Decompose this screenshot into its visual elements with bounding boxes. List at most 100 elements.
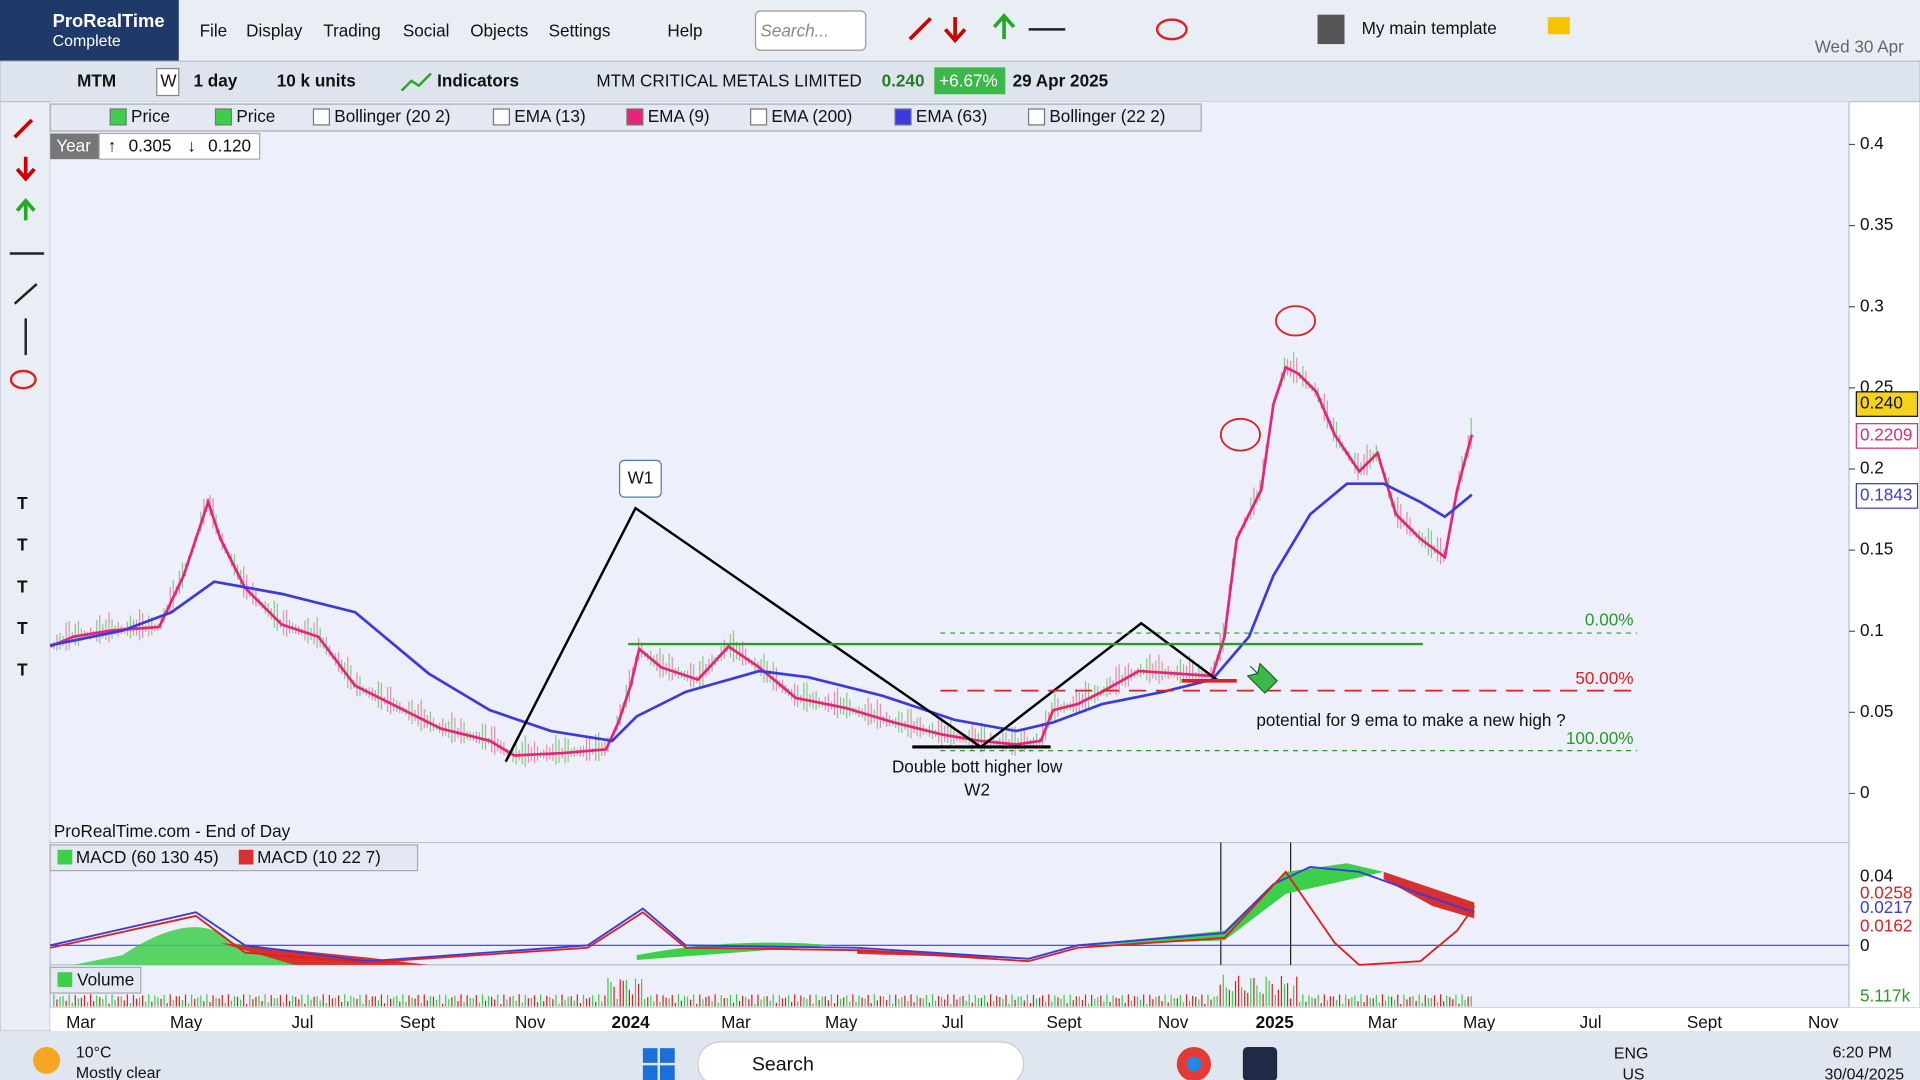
macd-fill: [1077, 863, 1384, 946]
text-tool[interactable]: T: [17, 535, 28, 555]
symbol[interactable]: MTM: [77, 71, 116, 91]
legend-item[interactable]: EMA (63): [916, 106, 987, 126]
prorealtime-icon[interactable]: [1242, 1046, 1278, 1080]
ema-9-line: [49, 365, 1474, 757]
legend-item[interactable]: Price: [131, 106, 170, 126]
y-tick-label: 0.35: [1860, 214, 1893, 234]
signal-line: [50, 870, 1476, 966]
x-tick-label: Mar: [721, 1012, 751, 1032]
last-value-label: 0.1843: [1860, 484, 1912, 504]
volume-axis-label: 5.117k: [1860, 985, 1911, 1005]
y-tick-label: 0.05: [1860, 701, 1893, 721]
last-value-tag: [1855, 391, 1919, 417]
w1-label: W1: [628, 467, 654, 487]
flag-icon: [1547, 17, 1570, 35]
y-tick-label: 0.1: [1860, 620, 1884, 640]
arrow: [1246, 662, 1279, 694]
menu-item[interactable]: Trading: [323, 20, 380, 40]
legend-item[interactable]: Bollinger (22 2): [1049, 106, 1165, 126]
menu-item[interactable]: File: [200, 20, 228, 40]
legend-item[interactable]: Price: [236, 106, 275, 126]
axis-labels: 0.40.350.30.250.20.150.10.0500.2400.2209…: [66, 133, 1919, 1032]
price-axis: [1848, 101, 1920, 1009]
indicators[interactable]: Indicators: [437, 71, 519, 91]
change-badge: [934, 67, 1006, 95]
region: US: [1622, 1066, 1644, 1080]
instrument: MTM CRITICAL METALS LIMITED: [596, 71, 861, 91]
x-tick-label: May: [825, 1012, 858, 1032]
legend-swatch[interactable]: [312, 108, 330, 126]
units[interactable]: 10 k units: [277, 71, 356, 91]
search-box[interactable]: [754, 10, 867, 51]
text-tool[interactable]: T: [17, 493, 28, 513]
menu-item[interactable]: Social: [403, 20, 450, 40]
template[interactable]: My main template: [1362, 18, 1497, 38]
legend-swatch[interactable]: [109, 108, 127, 126]
y-tick-label: 0.4: [1860, 133, 1884, 153]
y-tick-label: 0.15: [1860, 539, 1893, 559]
clock-date: 30/04/2025: [1824, 1066, 1904, 1080]
menu-item[interactable]: Help: [667, 20, 702, 40]
time-axis: [50, 1007, 1920, 1030]
tool-icons: [9, 252, 45, 356]
x-tick-label: Mar: [1368, 1012, 1398, 1032]
language: ENG: [1614, 1045, 1648, 1062]
macd-line: [50, 865, 1475, 963]
taskbar-search-text: Search: [752, 1053, 814, 1075]
legend-item[interactable]: EMA (200): [771, 106, 852, 126]
start-button[interactable]: [642, 1048, 675, 1080]
period[interactable]: 1 day: [193, 71, 237, 91]
last-value-tag: [1855, 483, 1919, 509]
x-tick-label: Jul: [1580, 1012, 1602, 1032]
indicators-icon: [400, 72, 432, 92]
x-tick-label: Nov: [1158, 1012, 1189, 1032]
volume-bars: [53, 974, 1472, 1007]
temperature: 10°C: [76, 1044, 112, 1061]
legend-item[interactable]: EMA (9): [648, 106, 710, 126]
legend-swatch[interactable]: [626, 108, 644, 126]
legend-swatch[interactable]: [1027, 108, 1046, 126]
x-tick-label: Sept: [1687, 1012, 1722, 1032]
y-tick-label: 0.3: [1860, 295, 1884, 315]
search-placeholder: Search...: [760, 20, 829, 40]
legend-swatch[interactable]: [214, 108, 233, 126]
text-tool[interactable]: T: [17, 618, 28, 638]
tool-icon: [15, 198, 36, 221]
weather: Mostly clear: [76, 1065, 162, 1080]
x-tick-label: Jul: [942, 1012, 964, 1032]
menu-item[interactable]: Settings: [549, 20, 611, 40]
macd-axis-label: 0.0162: [1860, 915, 1912, 935]
double-bottom-label: Double bott higher low: [892, 756, 1063, 776]
legend-item[interactable]: Bollinger (20 2): [334, 106, 450, 126]
app-edition: Complete: [53, 33, 121, 50]
save-icon[interactable]: [1317, 14, 1345, 45]
swatch: [57, 849, 73, 865]
text-tool[interactable]: T: [17, 576, 28, 596]
source: ProRealTime.com - End of Day: [54, 821, 291, 841]
menu-item[interactable]: Objects: [470, 20, 528, 40]
period-code-box[interactable]: [156, 67, 180, 97]
legend-swatch[interactable]: [492, 108, 510, 126]
range-high: 0.305: [129, 135, 172, 155]
highlight-circle: [1219, 417, 1261, 452]
y-tick-label: 0: [1860, 782, 1870, 802]
chrome-icon-center: [1186, 1056, 1202, 1072]
x-tick-label: Nov: [1808, 1012, 1839, 1032]
text-tools: T T T T T: [17, 493, 28, 680]
macd-legend: MACD (60 130 45): [76, 847, 219, 867]
tool-column: [0, 101, 51, 1032]
period-code: W: [160, 71, 177, 91]
macd-legend-box: [49, 844, 419, 872]
menu-item[interactable]: Display: [246, 20, 303, 40]
menu: File Display Trading Social Objects Settings H…: [200, 20, 703, 40]
taskbar-search[interactable]: [697, 1041, 1025, 1080]
y-tick-label: 0.2: [1860, 458, 1884, 478]
text-tool[interactable]: T: [17, 660, 28, 680]
legend-swatch[interactable]: [894, 108, 912, 126]
last-price: 0.240: [882, 71, 925, 91]
legend-item[interactable]: EMA (13): [514, 106, 585, 126]
x-tick-label: Nov: [515, 1012, 546, 1032]
legend-swatch[interactable]: [750, 108, 768, 126]
range-box: [98, 132, 261, 160]
